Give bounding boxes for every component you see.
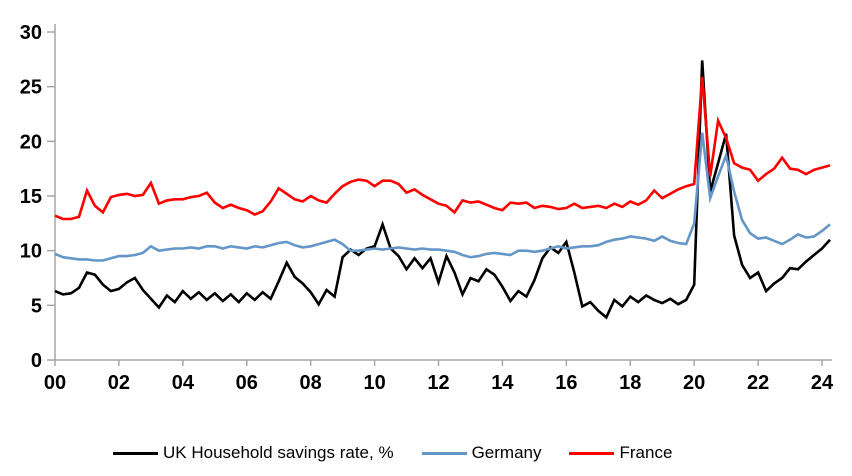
y-tick-label: 0: [31, 350, 42, 372]
x-tick-label: 12: [427, 372, 449, 394]
x-tick-label: 18: [619, 372, 641, 394]
y-tick-label: 30: [20, 22, 42, 44]
y-tick-label: 25: [20, 77, 42, 99]
x-tick-label: 06: [236, 372, 258, 394]
legend-label-uk: UK Household savings rate, %: [163, 443, 394, 462]
x-tick-label: 04: [172, 372, 195, 394]
legend-label-france: France: [619, 443, 673, 462]
legend-swatch-uk-line: [113, 451, 158, 455]
x-tick-label: 00: [44, 372, 66, 394]
x-tick-label: 10: [363, 372, 385, 394]
series-line-germany: [54, 132, 831, 262]
y-tick-label: 20: [20, 131, 42, 153]
x-tick-label: 08: [300, 372, 322, 394]
y-tick-label: 15: [20, 186, 42, 208]
x-tick-label: 24: [811, 372, 834, 394]
legend-item-germany: Germany: [421, 443, 542, 463]
x-tick-label: 22: [747, 372, 769, 394]
legend-label-germany: Germany: [471, 443, 542, 462]
y-tick-label: 10: [20, 241, 42, 263]
chart-legend: UK Household savings rate, % Germany Fra…: [113, 443, 672, 463]
x-tick-label: 14: [491, 372, 514, 394]
legend-swatch-germany-line: [421, 451, 467, 455]
y-tick-label: 5: [31, 295, 42, 317]
legend-swatch-france-line: [569, 451, 615, 455]
legend-item-uk: UK Household savings rate, %: [113, 443, 394, 463]
series-line-france: [54, 76, 831, 221]
x-tick-label: 20: [683, 372, 705, 394]
legend-item-france: France: [569, 443, 672, 463]
x-tick-label: 02: [108, 372, 130, 394]
x-tick-label: 16: [555, 372, 577, 394]
